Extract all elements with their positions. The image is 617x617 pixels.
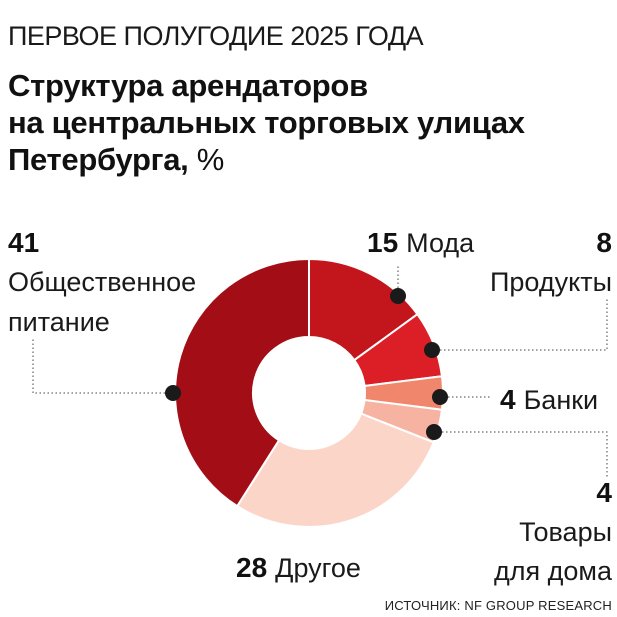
data-name-pitanie-line-1: Общественное — [8, 267, 196, 297]
chart-source: ИСТОЧНИК: NF GROUP RESEARCH — [385, 598, 612, 613]
data-value-moda: 15 — [367, 227, 398, 258]
data-name-tovary-line-1: Товары — [519, 517, 612, 547]
data-name-pitanie-line-2: питание — [8, 307, 110, 337]
data-label-moda: 15 Мода — [367, 227, 475, 258]
data-name-moda: Мода — [406, 228, 475, 258]
pie-slice-pitanie — [174, 257, 310, 508]
chart-title-unit: % — [197, 142, 224, 177]
data-labels: 15 Мода 8 Продукты 4 Банки 4 Товары для до… — [8, 227, 613, 586]
leader-dot-produkty — [424, 342, 440, 358]
data-value-drugoe: 28 — [236, 552, 267, 583]
donut — [174, 257, 444, 528]
data-label-drugoe: 28 Другое — [236, 552, 361, 583]
data-name-banki: Банки — [524, 385, 599, 415]
leader-dot-banki — [432, 389, 448, 405]
pie-slice-moda — [308, 257, 419, 362]
data-value-pitanie: 41 — [8, 227, 39, 258]
data-value-banki: 4 — [500, 384, 516, 415]
chart-title-text: Петербурга — [8, 142, 181, 177]
data-value-produkty: 8 — [596, 227, 612, 258]
data-name-produkty: Продукты — [490, 267, 612, 297]
data-value-tovary: 4 — [596, 477, 612, 508]
chart-title-line-2: на центральных торговых улицах — [8, 105, 526, 140]
leader-line-tovary — [434, 431, 608, 478]
pie-slice-drugoe — [235, 412, 435, 528]
leader-dot-tovary — [426, 424, 442, 440]
data-label-banki: 4 Банки — [500, 384, 598, 415]
leader-line-pitanie — [32, 338, 173, 394]
chart-title-sep: , — [180, 142, 197, 177]
chart-title-line-3: Петербурга, % — [8, 142, 224, 177]
chart-kicker: ПЕРВОЕ ПОЛУГОДИЕ 2025 ГОДА — [8, 21, 424, 51]
data-name-tovary-line-2: для дома — [494, 556, 613, 586]
chart-title-line-1: Структура арендаторов — [8, 68, 368, 103]
leader-dot-moda — [390, 288, 406, 304]
leader-line-produkty — [432, 298, 608, 351]
leader-dots — [165, 288, 448, 440]
data-name-drugoe: Другое — [275, 553, 361, 583]
leader-dot-pitanie — [165, 385, 181, 401]
